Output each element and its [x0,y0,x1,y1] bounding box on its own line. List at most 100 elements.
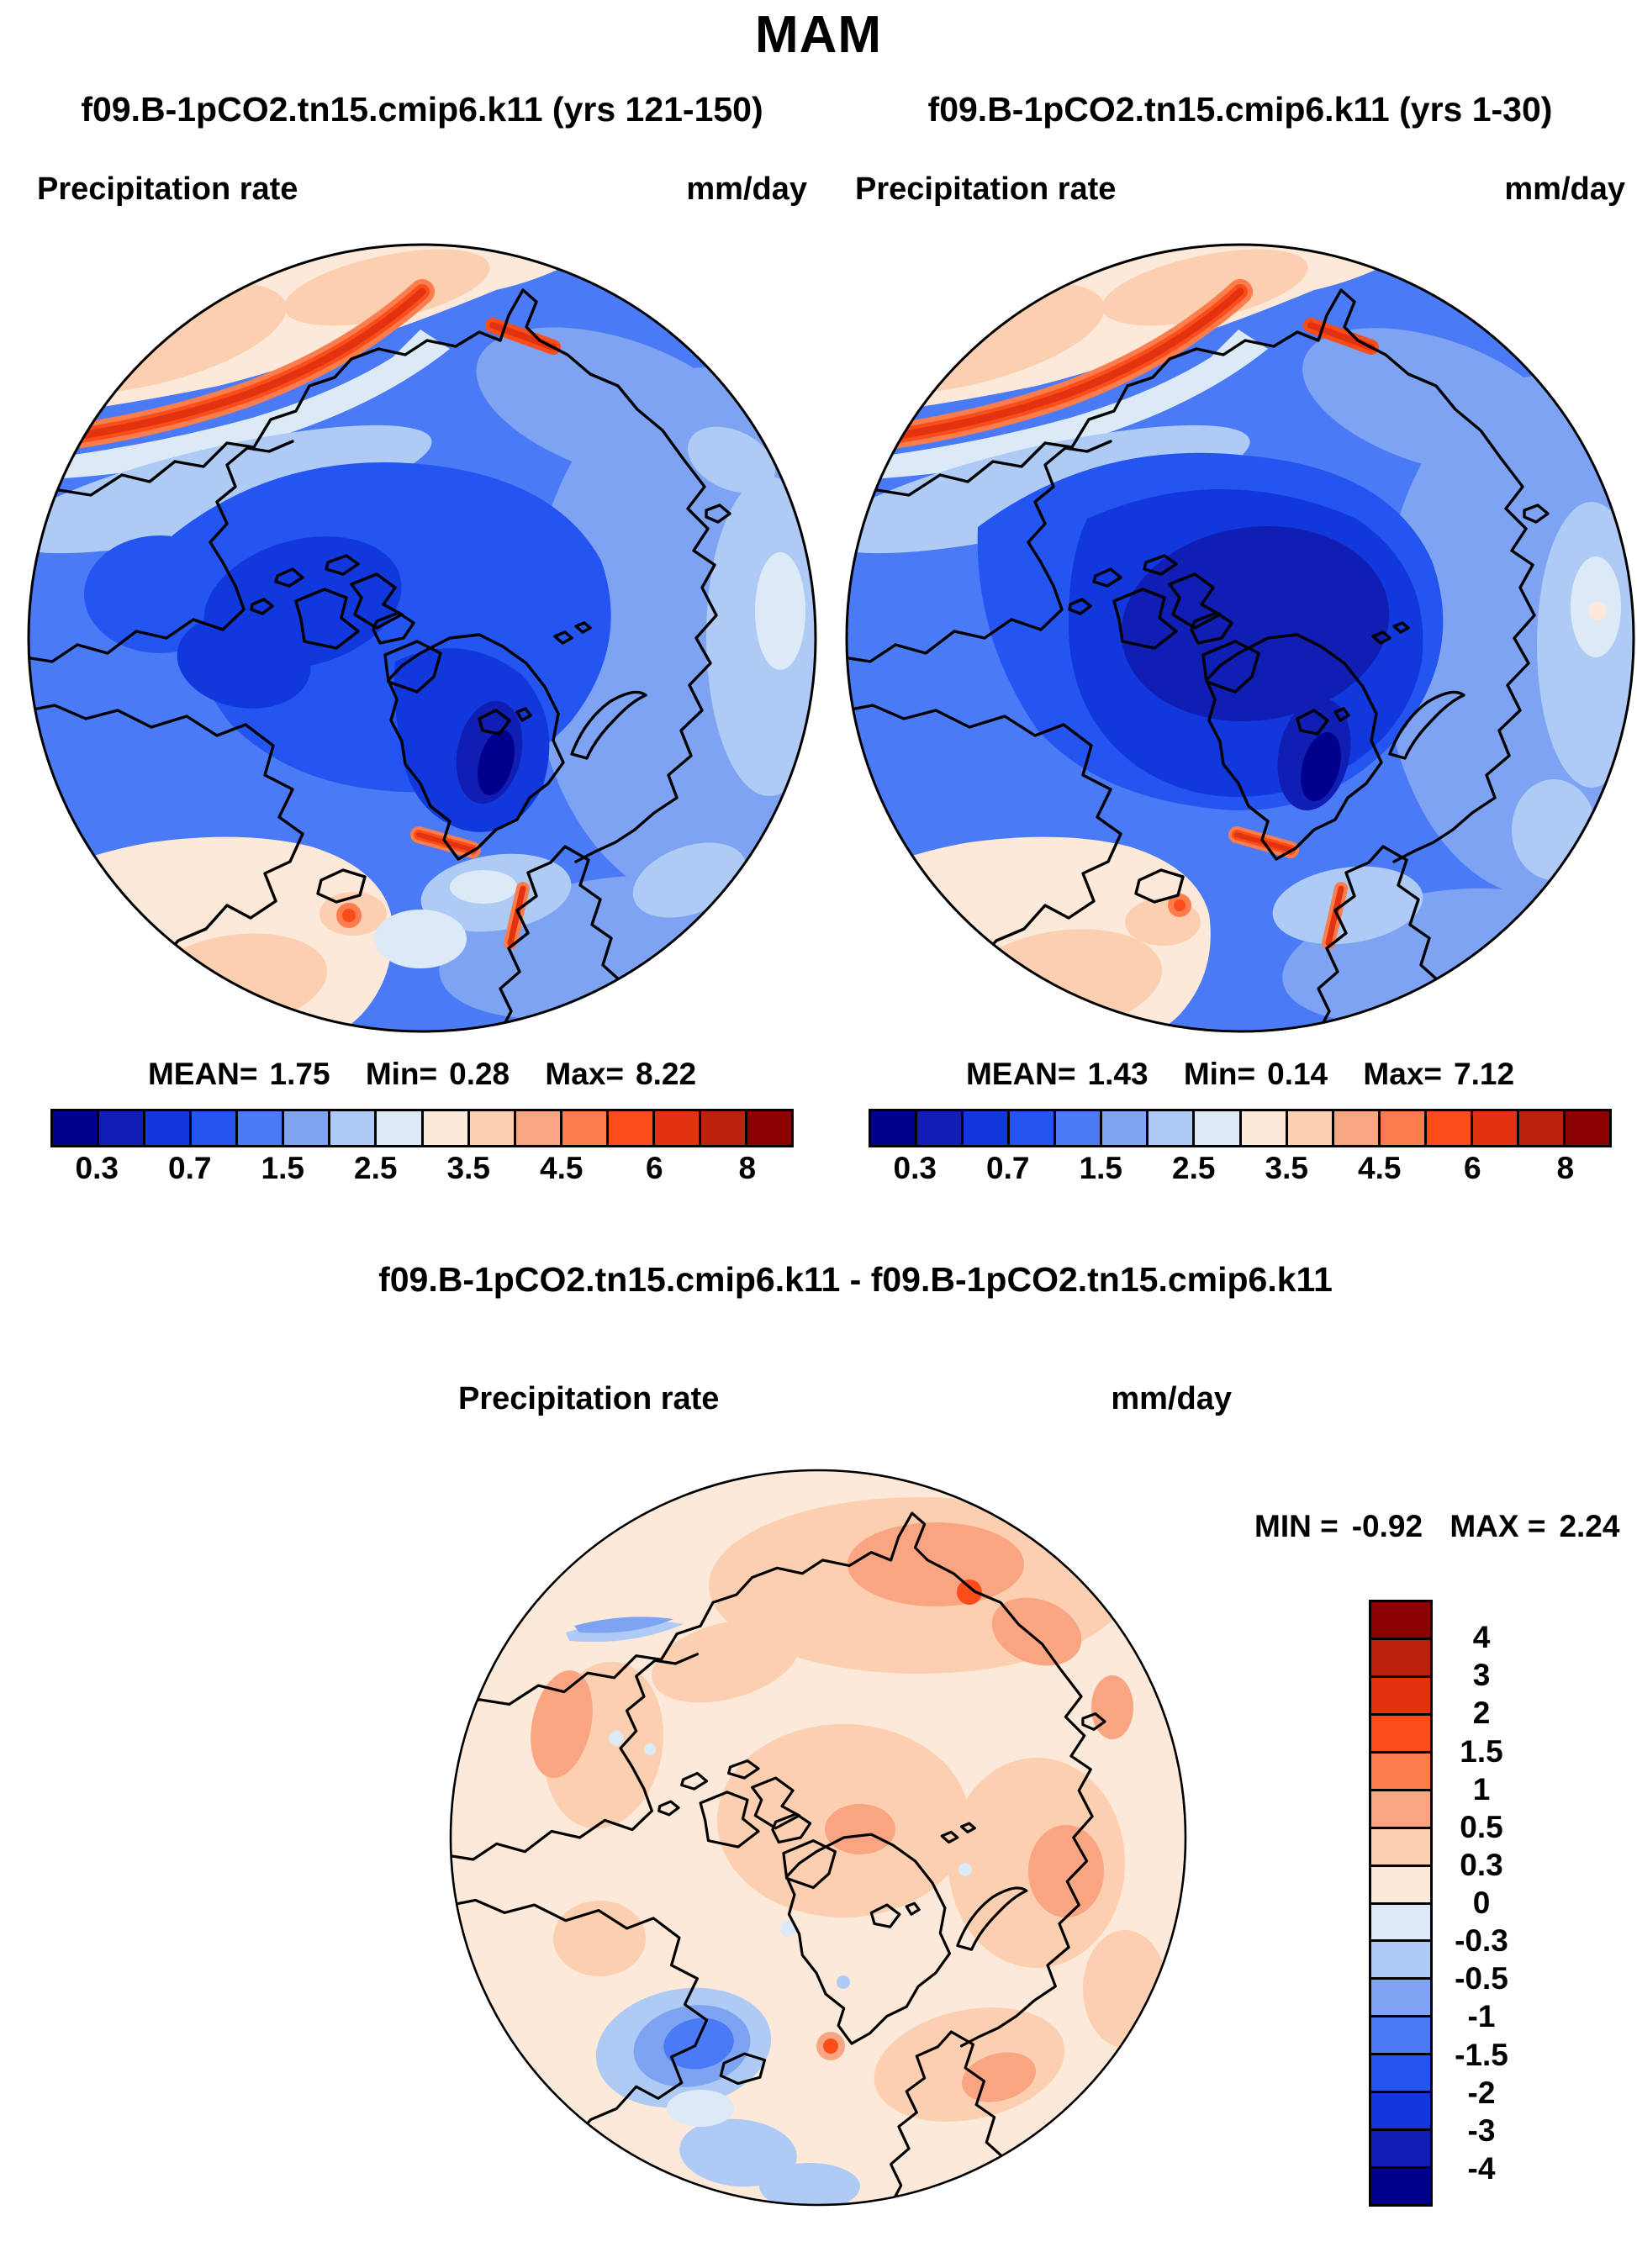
colorbar-segment [1053,1109,1103,1147]
map-difference [448,1468,1188,2207]
page-title: MAM [754,6,883,64]
colorbar-segment [235,1109,285,1147]
stats-row: MEAN= 1.43 Min= 0.14 Max= 7.12 [843,1057,1637,1092]
colorbar-segment [1516,1109,1566,1147]
colorbar-segment [143,1109,193,1147]
colorbar-segment [1369,2091,1433,2132]
colorbar-tick-label: 0.7 [986,1151,1030,1185]
min-value: 0.14 [1267,1057,1328,1091]
colorbar-tick-label: 1.5 [1079,1151,1122,1185]
colorbar-tick-label: 6 [645,1151,663,1185]
colorbar-segment [467,1109,516,1147]
colorbar-segment [374,1109,424,1147]
colorbar-tick-label: 1.5 [261,1151,304,1185]
mean-value: 1.75 [269,1057,330,1091]
colorbar-tick-label: -1 [1467,1999,1496,2034]
colorbar-segment [698,1109,747,1147]
colorbar-segment [282,1109,331,1147]
colorbar-segment [1369,1864,1433,1905]
max-label: MAX = [1450,1509,1546,1543]
colorbar-segment [420,1109,470,1147]
colorbar-tick-label: 8 [1556,1151,1575,1185]
colorbar-tick-label: 3 [1472,1658,1491,1693]
max-value: 2.24 [1559,1509,1620,1543]
colorbar-segment [328,1109,378,1147]
mean-value: 1.43 [1087,1057,1149,1091]
polar-map-svg [845,243,1635,1033]
colorbar-segment [1369,1600,1433,1640]
colorbar-tick-label: -0.3 [1455,1923,1508,1959]
colorbar-segment [605,1109,655,1147]
max-value: 8.22 [636,1057,697,1091]
field-row: Precipitation rate mm/day [25,171,819,208]
map-yrs-121-150 [25,241,819,1035]
map-outline [449,1469,1187,2207]
colorbar-tick-label: 2.5 [354,1151,398,1185]
colorbar-tick-label: -1.5 [1455,2037,1508,2072]
colorbar-horizontal [869,1109,1612,1147]
colorbar-tick-label: 8 [738,1151,757,1185]
colorbar-segment [1562,1109,1612,1147]
colorbar-segment [915,1109,964,1147]
field-row: Precipitation rate mm/day [843,171,1637,208]
colorbar-segment [1238,1109,1288,1147]
colorbar-tick-label: 3.5 [1265,1151,1308,1185]
colorbar-horizontal [50,1109,794,1147]
colorbar-tick-label: 2 [1472,1696,1491,1731]
colorbar-tick-labels: 0.3 0.7 1.5 2.5 3.5 4.5 6 8 [869,1151,1612,1189]
colorbar-tick-label: 0.3 [1460,1847,1503,1882]
colorbar-segment [1369,1901,1433,1943]
colorbar-segment [1369,1637,1433,1678]
min-value: 0.28 [449,1057,510,1091]
colorbar-segment [1331,1109,1381,1147]
colorbar-segment [1369,1939,1433,1981]
colorbar-segment [1285,1109,1334,1147]
colorbar-tick-label: 0 [1472,1886,1491,1920]
panel-yrs-121-150: f09.B-1pCO2.tn15.cmip6.k11 (yrs 121-150)… [25,90,819,1189]
colorbar-segment [50,1109,100,1147]
colorbar-tick-label: -0.5 [1455,1961,1508,1996]
colorbar-segment [744,1109,794,1147]
colorbar-tick-label: 3.5 [446,1151,490,1185]
colorbar-tick-label: -3 [1467,2112,1496,2148]
colorbar-segment [1369,2166,1433,2207]
colorbar-tick-label: 4 [1472,1620,1491,1655]
mean-label: MEAN= [147,1057,258,1091]
colorbar-segment [1192,1109,1242,1147]
max-label: Max= [545,1057,625,1091]
polar-map-svg [449,1469,1187,2207]
colorbar-segment [559,1109,609,1147]
colorbar-segment [1146,1109,1196,1147]
map-outline [845,243,1635,1033]
difference-title: f09.B-1pCO2.tn15.cmip6.k11 - f09.B-1pCO2… [378,1260,1333,1299]
colorbar-segment [1369,1675,1433,1716]
max-value: 7.12 [1454,1057,1515,1091]
min-label: MIN = [1254,1509,1339,1543]
map-outline [27,243,817,1033]
colorbar-segment [1369,1977,1433,2018]
units-label: mm/day [686,171,807,207]
colorbar-segment [1369,1750,1433,1791]
colorbar-tick-label: 1 [1472,1771,1491,1806]
colorbar-tick-label: 0.7 [168,1151,212,1185]
colorbar-segment [961,1109,1011,1147]
colorbar-segment [1369,2128,1433,2170]
stats-row: MEAN= 1.75 Min= 0.28 Max= 8.22 [25,1057,819,1092]
colorbar-segment [1369,1712,1433,1754]
colorbar-tick-label: 6 [1463,1151,1481,1185]
units-label: mm/day [1111,1381,1232,1416]
mean-label: MEAN= [965,1057,1076,1091]
colorbar-segment [1369,2015,1433,2056]
top-panels: f09.B-1pCO2.tn15.cmip6.k11 (yrs 121-150)… [0,90,1637,1189]
colorbar-segment [1007,1109,1057,1147]
field-row: Precipitation rate mm/day [458,1381,1232,1417]
colorbar-vertical [1369,1600,1433,2207]
colorbar-segment [513,1109,562,1147]
difference-section: f09.B-1pCO2.tn15.cmip6.k11 - f09.B-1pCO2… [0,1189,1637,2219]
min-value: -0.92 [1351,1509,1423,1543]
field-label: Precipitation rate [855,171,1117,207]
colorbar-segment [1470,1109,1519,1147]
colorbar-segment [869,1109,918,1147]
max-label: Max= [1363,1057,1443,1091]
map-yrs-1-30 [843,241,1637,1035]
